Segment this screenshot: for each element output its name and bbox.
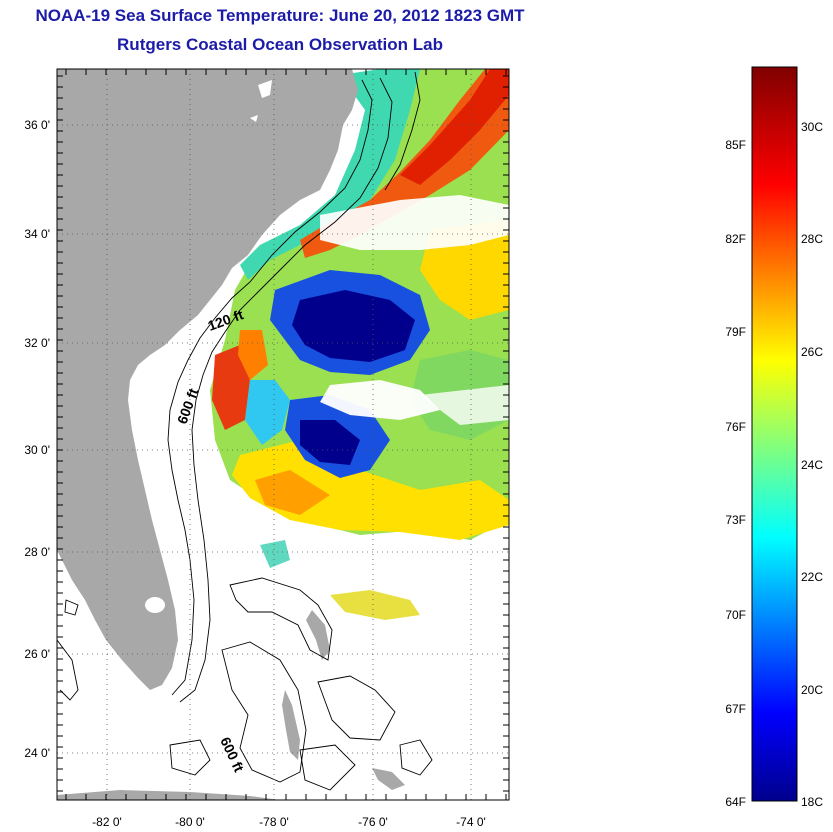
- lon-label: -80 0': [175, 815, 205, 829]
- graticule: [57, 69, 509, 800]
- colorbar-label-f: 85F: [725, 138, 746, 152]
- colorbar-label-c: 22C: [801, 570, 823, 584]
- colorbar-f-labels: 85F 82F 79F 76F 73F 70F 67F 64F: [725, 138, 746, 809]
- map-area: 120 ft 600 ft 600 ft: [57, 69, 509, 800]
- lon-label: -76 0': [358, 815, 388, 829]
- lat-label: 24 0': [24, 746, 50, 760]
- colorbar-label-c: 24C: [801, 458, 823, 472]
- bathymetry-contours: [57, 71, 433, 791]
- colorbar-label-f: 73F: [725, 513, 746, 527]
- colorbar-label-c: 26C: [801, 345, 823, 359]
- minor-ticks: [57, 69, 509, 800]
- colorbar-label-c: 28C: [801, 232, 823, 246]
- lat-label: 34 0': [24, 227, 50, 241]
- lat-label: 36 0': [24, 118, 50, 132]
- map-frame: [56, 68, 510, 801]
- colorbar-c-labels: 30C 28C 26C 24C 22C 20C 18C: [801, 120, 823, 809]
- colorbar-label-f: 79F: [725, 325, 746, 339]
- map-subtitle: Rutgers Coastal Ocean Observation Lab: [117, 35, 443, 54]
- lat-label: 26 0': [24, 647, 50, 661]
- lat-label: 32 0': [24, 336, 50, 350]
- colorbar-label-f: 70F: [725, 608, 746, 622]
- lat-label: 30 0': [24, 443, 50, 457]
- lon-labels: -82 0' -80 0' -78 0' -76 0' -74 0': [92, 815, 486, 829]
- colorbar-label-f: 76F: [725, 420, 746, 434]
- lat-labels: 36 0' 34 0' 32 0' 30 0' 28 0' 26 0' 24 0…: [24, 118, 50, 760]
- colorbar-gradient: [751, 66, 798, 802]
- colorbar-label-f: 67F: [725, 702, 746, 716]
- lon-label: -74 0': [456, 815, 486, 829]
- map-title: NOAA-19 Sea Surface Temperature: June 20…: [35, 6, 525, 25]
- colorbar-label-c: 30C: [801, 120, 823, 134]
- lon-label: -78 0': [259, 815, 289, 829]
- lat-label: 28 0': [24, 545, 50, 559]
- us-landmass: [57, 69, 358, 690]
- colorbar: 85F 82F 79F 76F 73F 70F 67F 64F 30C 28C …: [725, 66, 823, 809]
- cuba-landmass: [57, 790, 280, 800]
- colorbar-label-c: 18C: [801, 795, 823, 809]
- colorbar-label-f: 64F: [725, 795, 746, 809]
- colorbar-label-f: 82F: [725, 232, 746, 246]
- colorbar-label-c: 20C: [801, 683, 823, 697]
- bahamas-islands: [282, 690, 300, 760]
- sst-field: [210, 69, 509, 620]
- lon-label: -82 0': [92, 815, 122, 829]
